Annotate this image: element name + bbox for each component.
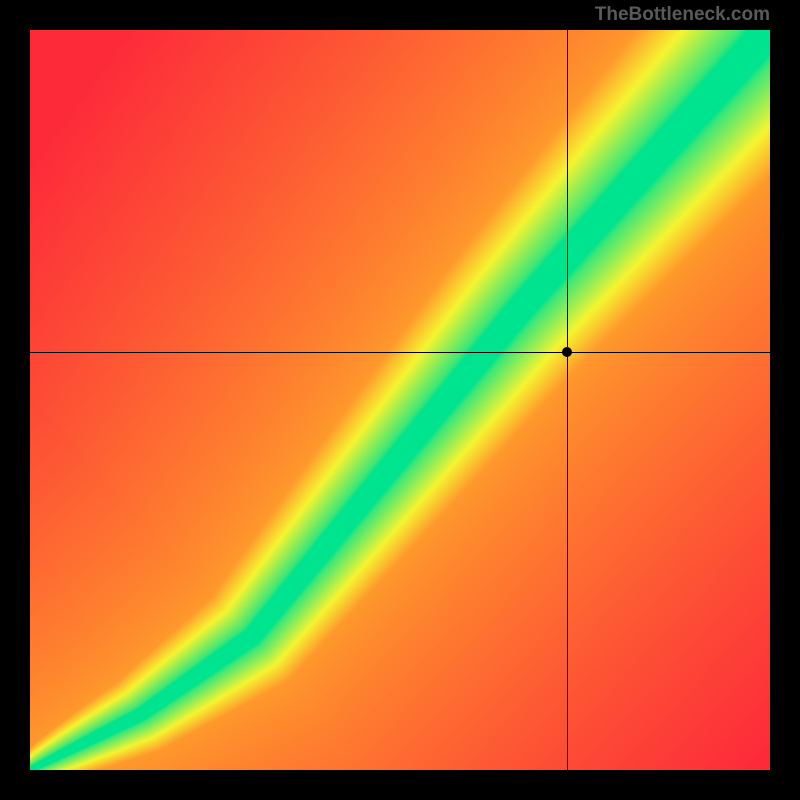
attribution-text: TheBottleneck.com [595,4,770,26]
heatmap-canvas [30,30,770,770]
heatmap-plot [30,30,770,770]
crosshair-point [562,347,572,357]
crosshair-horizontal [30,352,770,353]
crosshair-vertical [567,30,568,770]
